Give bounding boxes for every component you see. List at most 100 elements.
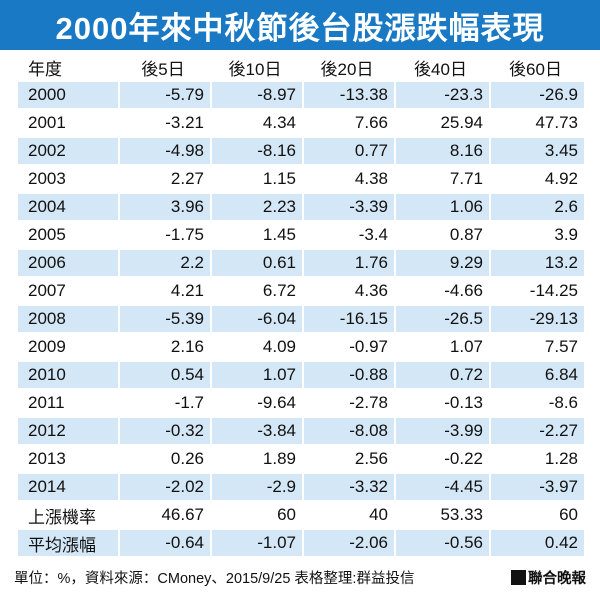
row-label: 2009 [18, 334, 118, 360]
value-cell: 4.36 [302, 278, 394, 304]
value-cell: 1.07 [394, 334, 489, 360]
value-cell: 1.06 [394, 194, 489, 220]
value-cell: 4.09 [210, 334, 302, 360]
row-label: 2012 [18, 418, 118, 444]
row-label: 2014 [18, 474, 118, 500]
value-cell: 3.96 [118, 194, 210, 220]
value-cell: -13.38 [302, 82, 394, 108]
source-note: 單位：%，資料來源：CMoney、2015/9/25 表格整理:群益投信 [14, 570, 415, 587]
value-cell: 1.07 [210, 362, 302, 388]
value-cell: -3.99 [394, 418, 489, 444]
value-cell: -0.32 [118, 418, 210, 444]
value-cell: 7.57 [489, 334, 584, 360]
value-cell: -3.84 [210, 418, 302, 444]
value-cell: -8.97 [210, 82, 302, 108]
value-cell: 2.2 [118, 250, 210, 276]
value-cell: 3.45 [489, 138, 584, 164]
square-icon [511, 569, 526, 585]
value-cell: -2.02 [118, 474, 210, 500]
table-row: 2013 0.26 1.89 2.56 -0.22 1.28 [18, 446, 584, 472]
value-cell: 4.92 [489, 166, 584, 192]
value-cell: 1.45 [210, 222, 302, 248]
row-label: 平均漲幅 [18, 530, 118, 556]
value-cell: 40 [302, 502, 394, 528]
value-cell: 0.61 [210, 250, 302, 276]
value-cell: 1.28 [489, 446, 584, 472]
publisher-name: 聯合晚報 [528, 570, 586, 587]
table-row: 2002 -4.98 -8.16 0.77 8.16 3.45 [18, 138, 584, 164]
value-cell: 0.54 [118, 362, 210, 388]
value-cell: -26.9 [489, 82, 584, 108]
table-row: 2008 -5.39 -6.04 -16.15 -26.5 -29.13 [18, 306, 584, 332]
value-cell: -0.88 [302, 362, 394, 388]
value-cell: -1.7 [118, 390, 210, 416]
value-cell: -14.25 [489, 278, 584, 304]
header-20d: 後20日 [302, 54, 394, 80]
value-cell: 0.72 [394, 362, 489, 388]
table-row: 2006 2.2 0.61 1.76 9.29 13.2 [18, 250, 584, 276]
value-cell: -1.75 [118, 222, 210, 248]
page-title: 2000年來中秋節後台股漲跌幅表現 [55, 10, 545, 46]
value-cell: 7.66 [302, 110, 394, 136]
table-row: 2014 -2.02 -2.9 -3.32 -4.45 -3.97 [18, 474, 584, 500]
value-cell: 47.73 [489, 110, 584, 136]
value-cell: 53.33 [394, 502, 489, 528]
value-cell: -3.39 [302, 194, 394, 220]
row-label: 上漲機率 [18, 502, 118, 528]
value-cell: -26.5 [394, 306, 489, 332]
value-cell: -4.45 [394, 474, 489, 500]
value-cell: 1.89 [210, 446, 302, 472]
value-cell: 9.29 [394, 250, 489, 276]
value-cell: -8.6 [489, 390, 584, 416]
row-label: 2001 [18, 110, 118, 136]
header-40d: 後40日 [394, 54, 489, 80]
table-row: 上漲機率 46.67 60 40 53.33 60 [18, 502, 584, 528]
row-label: 2008 [18, 306, 118, 332]
value-cell: -8.16 [210, 138, 302, 164]
value-cell: 0.77 [302, 138, 394, 164]
value-cell: 25.94 [394, 110, 489, 136]
row-label: 2002 [18, 138, 118, 164]
table-row: 2010 0.54 1.07 -0.88 0.72 6.84 [18, 362, 584, 388]
value-cell: 60 [489, 502, 584, 528]
value-cell: 2.16 [118, 334, 210, 360]
value-cell: -2.27 [489, 418, 584, 444]
value-cell: -0.97 [302, 334, 394, 360]
table-row: 2000 -5.79 -8.97 -13.38 -23.3 -26.9 [18, 82, 584, 108]
value-cell: 3.9 [489, 222, 584, 248]
value-cell: -9.64 [210, 390, 302, 416]
row-label: 2005 [18, 222, 118, 248]
value-cell: -8.08 [302, 418, 394, 444]
value-cell: -0.56 [394, 530, 489, 556]
value-cell: -3.4 [302, 222, 394, 248]
value-cell: -5.39 [118, 306, 210, 332]
value-cell: -4.98 [118, 138, 210, 164]
value-cell: 2.6 [489, 194, 584, 220]
value-cell: -3.97 [489, 474, 584, 500]
row-label: 2013 [18, 446, 118, 472]
table-row: 2012 -0.32 -3.84 -8.08 -3.99 -2.27 [18, 418, 584, 444]
table-row: 2007 4.21 6.72 4.36 -4.66 -14.25 [18, 278, 584, 304]
value-cell: 2.23 [210, 194, 302, 220]
value-cell: -0.22 [394, 446, 489, 472]
value-cell: 1.76 [302, 250, 394, 276]
header-10d: 後10日 [210, 54, 302, 80]
row-label: 2006 [18, 250, 118, 276]
value-cell: -3.21 [118, 110, 210, 136]
value-cell: -1.07 [210, 530, 302, 556]
value-cell: 6.72 [210, 278, 302, 304]
value-cell: -2.78 [302, 390, 394, 416]
table-row: 2003 2.27 1.15 4.38 7.71 4.92 [18, 166, 584, 192]
value-cell: 4.38 [302, 166, 394, 192]
value-cell: -2.9 [210, 474, 302, 500]
row-label: 2007 [18, 278, 118, 304]
value-cell: 0.26 [118, 446, 210, 472]
row-label: 2011 [18, 390, 118, 416]
value-cell: 6.84 [489, 362, 584, 388]
value-cell: -5.79 [118, 82, 210, 108]
row-label: 2000 [18, 82, 118, 108]
row-label: 2010 [18, 362, 118, 388]
value-cell: -29.13 [489, 306, 584, 332]
row-label: 2003 [18, 166, 118, 192]
value-cell: -2.06 [302, 530, 394, 556]
